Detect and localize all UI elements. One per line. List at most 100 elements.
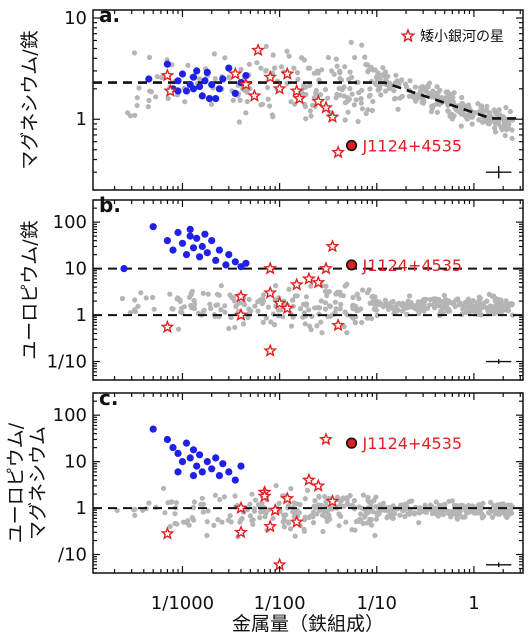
gray-point (481, 513, 487, 519)
blue-point (189, 472, 198, 480)
gray-point (222, 303, 228, 309)
gray-point (431, 102, 437, 108)
gray-point (329, 68, 335, 74)
gray-point (151, 306, 157, 312)
panel-c: J1124+4535 100 10 1/10 c. ユーロピウム/マグネシウム 1/1000… (5, 386, 524, 614)
gray-point (172, 511, 178, 517)
gray-point (489, 514, 496, 520)
gray-point (369, 522, 375, 528)
gray-point (280, 519, 286, 525)
gray-point (441, 292, 447, 298)
gray-point (204, 519, 210, 525)
gray-point (255, 308, 261, 314)
gray-point (492, 295, 498, 301)
dwarf-galaxy-star (318, 432, 333, 446)
gray-point (258, 102, 264, 108)
gray-point (327, 303, 333, 309)
gray-point (177, 298, 183, 304)
gray-point (251, 508, 257, 514)
blue-point (193, 234, 201, 242)
gray-point (160, 485, 167, 491)
gray-point (434, 109, 440, 115)
blue-point (198, 242, 206, 251)
gray-point (458, 123, 464, 129)
gray-point (477, 295, 483, 301)
gray-point (134, 95, 140, 101)
gray-point (369, 107, 375, 114)
gray-point (383, 302, 389, 308)
legend-star-icon (400, 28, 416, 43)
gray-point (218, 307, 224, 313)
gray-point (291, 65, 297, 71)
gray-point (440, 96, 447, 102)
gray-point (459, 107, 465, 113)
gray-point (132, 308, 138, 315)
gray-point (182, 99, 188, 105)
blue-point (189, 446, 198, 454)
blue-point (186, 454, 194, 462)
blue-point (203, 68, 211, 76)
gray-point (491, 107, 497, 113)
gray-point (247, 513, 253, 519)
gray-point (440, 511, 447, 518)
dwarf-galaxy-star (325, 109, 340, 124)
gray-point (271, 322, 278, 328)
gray-point (503, 127, 509, 133)
gray-point (505, 513, 511, 519)
gray-point (346, 96, 352, 102)
gray-point (409, 498, 415, 504)
gray-point (433, 499, 439, 505)
gray-point (326, 289, 332, 295)
gray-point (342, 283, 348, 289)
gray-point (354, 291, 360, 298)
gray-point (179, 310, 185, 316)
gray-point (497, 305, 503, 311)
gray-point (456, 302, 462, 308)
gray-point (332, 299, 338, 305)
gray-point (323, 283, 329, 289)
blue-point (201, 230, 209, 238)
gray-point (392, 95, 398, 102)
plot-frame (92, 9, 524, 191)
gray-point (476, 117, 482, 123)
gray-point (416, 310, 422, 317)
plot-frame (92, 199, 524, 381)
gray-point (114, 507, 120, 514)
gray-point (230, 97, 236, 103)
gray-point (189, 288, 195, 294)
gray-point (264, 85, 271, 91)
gray-point (425, 305, 431, 311)
gray-point (278, 307, 284, 313)
gray-point (236, 119, 242, 125)
j1124-point (345, 437, 358, 449)
gray-point (145, 104, 151, 110)
gray-point (472, 509, 478, 515)
gray-point (509, 301, 515, 307)
gray-point (430, 505, 436, 511)
gray-point (186, 522, 192, 528)
gray-point (191, 499, 197, 505)
blue-point (178, 70, 187, 78)
gray-point (189, 515, 195, 521)
gray-point (445, 508, 452, 515)
gray-point (308, 327, 314, 333)
gray-point (419, 99, 425, 105)
gray-point (407, 293, 413, 299)
gray-point (119, 295, 125, 302)
gray-point (300, 91, 306, 97)
gray-point (493, 510, 499, 516)
gray-point (373, 307, 379, 313)
gray-point (196, 76, 202, 82)
gray-point (360, 287, 366, 293)
gray-point (397, 512, 403, 518)
dwarf-galaxy-star (160, 526, 175, 540)
gray-point (344, 330, 350, 336)
gray-point (311, 70, 317, 76)
y-axis-label-line: マグネシウム (27, 426, 49, 540)
gray-point (502, 132, 508, 139)
gray-point (303, 301, 310, 307)
gray-point (301, 526, 307, 532)
blue-point (208, 465, 216, 473)
gray-point (445, 108, 451, 114)
gray-point (337, 70, 343, 76)
